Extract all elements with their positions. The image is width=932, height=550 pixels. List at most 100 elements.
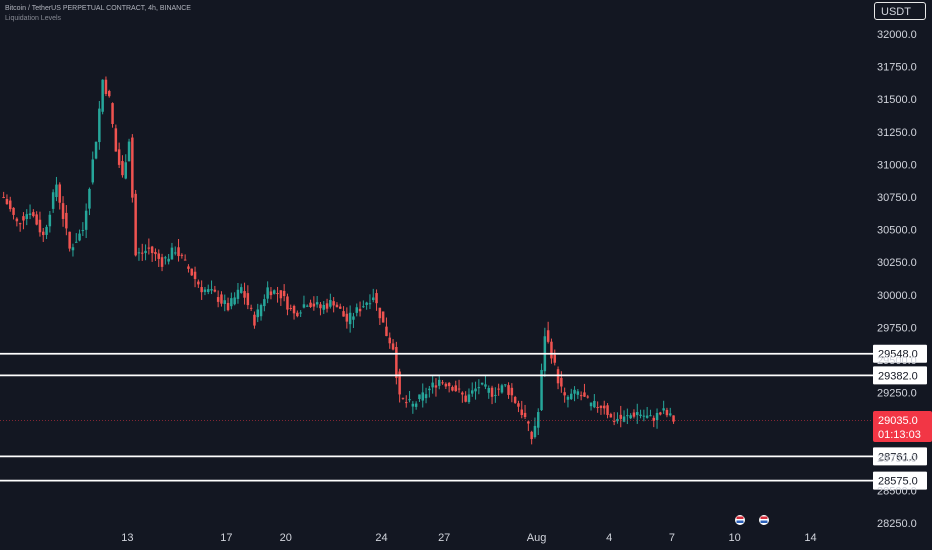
- candle-body: [190, 268, 193, 276]
- y-tick-label: 29750.0: [877, 322, 917, 334]
- candle-body: [207, 289, 210, 293]
- candle-body: [111, 103, 114, 124]
- candle-body: [127, 141, 131, 162]
- candle-body: [259, 304, 263, 317]
- candle-body: [606, 405, 609, 415]
- candle-body: [65, 212, 68, 229]
- candle-body: [345, 313, 349, 322]
- candle-body: [540, 369, 543, 411]
- level-label-bg: [873, 471, 927, 490]
- candle-body: [467, 394, 471, 403]
- level-label-bg: [873, 344, 927, 363]
- candle-body: [348, 312, 352, 325]
- candle-body: [98, 108, 101, 143]
- indicator-name: Liquidation Levels: [5, 15, 62, 22]
- candle-body: [579, 395, 583, 397]
- candle-body: [12, 207, 15, 215]
- candle-body: [342, 311, 345, 317]
- candle-body: [71, 247, 75, 251]
- candle-body: [273, 290, 276, 294]
- last-price-tag: 29035.0 01:13:03: [873, 411, 932, 442]
- candle-body: [659, 412, 662, 415]
- level-label-bg: [873, 366, 927, 385]
- candle-body: [256, 309, 259, 318]
- candle-body: [480, 382, 484, 385]
- candle-body: [108, 91, 111, 97]
- candle-body: [461, 392, 464, 395]
- candle-body: [170, 247, 174, 260]
- candle-body: [464, 395, 467, 402]
- candle-body: [642, 415, 646, 417]
- candle-body: [5, 199, 9, 205]
- candle-body: [58, 184, 61, 203]
- candle-body: [226, 302, 230, 311]
- candle-body: [319, 304, 322, 309]
- candle-body: [500, 385, 504, 393]
- candle-body: [91, 159, 94, 183]
- candle-body: [504, 384, 507, 386]
- candle-body: [622, 416, 626, 422]
- candle-body: [2, 197, 5, 198]
- candle-body: [527, 421, 530, 424]
- candle-body: [84, 210, 88, 230]
- event-flag-stripe-bottom: [736, 520, 744, 523]
- candle-body: [335, 304, 339, 308]
- currency-selector-button[interactable]: USDT: [874, 2, 926, 20]
- candle-body: [662, 408, 665, 411]
- candle-body: [586, 396, 589, 398]
- candle-body: [141, 252, 144, 254]
- candle-body: [381, 311, 385, 323]
- candle-body: [174, 252, 177, 254]
- event-flag-icon[interactable]: [759, 515, 769, 525]
- candle-body: [213, 289, 217, 292]
- candle-body: [114, 128, 118, 152]
- event-flag-stripe-bottom: [760, 520, 768, 523]
- candle-body: [669, 413, 672, 416]
- candle-body: [325, 303, 329, 309]
- candle-body: [187, 266, 190, 269]
- candle-body: [652, 417, 655, 421]
- y-tick-label: 30250.0: [877, 257, 917, 269]
- candle-body: [507, 385, 510, 395]
- candle-body: [45, 226, 48, 235]
- candle-body: [266, 287, 269, 299]
- candle-body: [134, 193, 137, 256]
- candle-body: [101, 79, 104, 112]
- y-tick-label: 28500.0: [877, 485, 917, 497]
- candle-body: [68, 231, 71, 249]
- y-tick-label: 32000.0: [877, 29, 917, 41]
- candle-body: [223, 300, 226, 304]
- candle-body: [368, 303, 372, 305]
- candle-body: [609, 414, 613, 418]
- candle-body: [649, 415, 652, 417]
- candle-body: [131, 137, 134, 198]
- candle-body: [672, 415, 675, 422]
- candle-body: [38, 219, 42, 233]
- x-tick-label: Aug: [527, 532, 547, 544]
- candle-body: [339, 306, 342, 309]
- candle-body: [385, 326, 388, 337]
- x-tick-label: 7: [669, 532, 675, 544]
- candle-body: [632, 412, 636, 417]
- candle-body: [81, 230, 85, 232]
- candle-body: [563, 392, 566, 396]
- price-axis[interactable]: 28250.028500.028750.029000.029250.029500…: [877, 29, 917, 530]
- y-tick-label: 28250.0: [877, 518, 917, 530]
- candle-body: [530, 431, 533, 440]
- candle-body: [655, 412, 659, 421]
- candle-body: [249, 307, 253, 309]
- candle-body: [312, 303, 316, 307]
- candle-body: [365, 302, 368, 305]
- time-axis[interactable]: 13 17 20 24 27 Aug 4 7 10 14: [121, 532, 816, 544]
- candle-body: [603, 405, 606, 409]
- liquidation-level-label: 29382.0: [873, 366, 927, 385]
- x-tick-label: 13: [121, 532, 133, 544]
- candle-body: [596, 407, 599, 409]
- candle-body: [22, 216, 25, 221]
- level-label-bg: [873, 447, 927, 466]
- candle-body: [309, 302, 312, 307]
- event-flag-icon[interactable]: [735, 515, 745, 525]
- x-tick-label: 27: [438, 532, 450, 544]
- candle-body: [639, 414, 642, 417]
